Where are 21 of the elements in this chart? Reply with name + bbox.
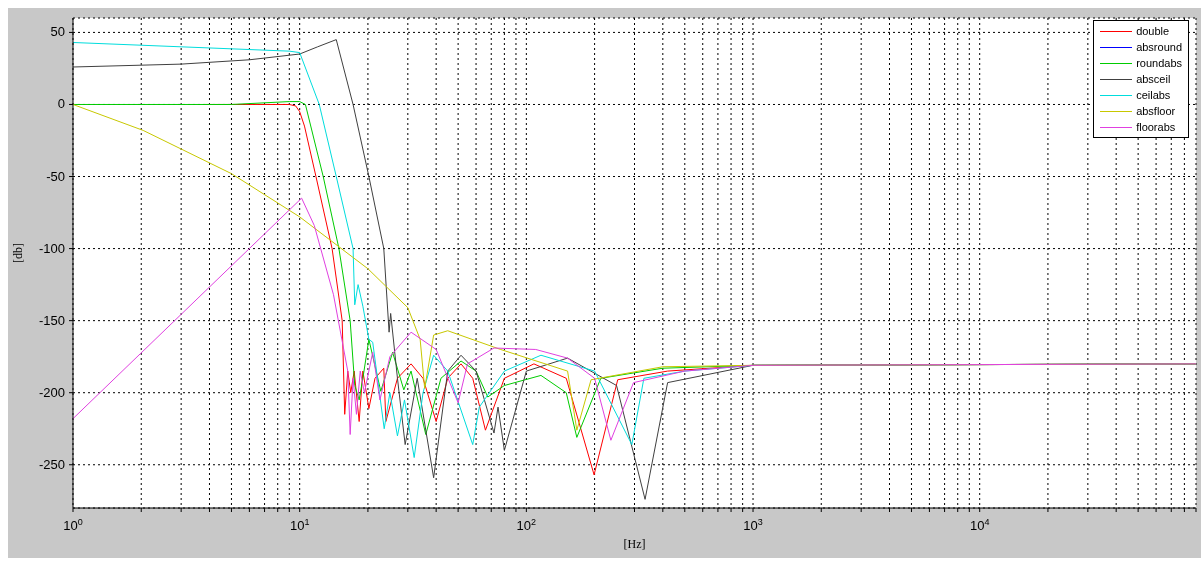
x-tick-label: 10$^{3}$ — [743, 517, 763, 533]
y-tick-label: -200 — [38, 384, 65, 400]
legend-label: roundabs — [1136, 57, 1182, 69]
legend-label: ceilabs — [1136, 89, 1171, 101]
legend-label: floorabs — [1136, 121, 1176, 133]
x-tick-label: 10$^{4}$ — [969, 517, 990, 533]
legend-label: double — [1136, 25, 1170, 37]
x-tick-label: 10$^{0}$ — [63, 517, 83, 533]
y-tick-label: 50 — [50, 24, 65, 40]
y-axis-title: [db] — [11, 243, 26, 263]
y-tick-label: -250 — [38, 456, 65, 472]
x-axis-title: [Hz] — [623, 537, 646, 551]
x-tick-label: 10$^{1}$ — [289, 517, 310, 533]
legend-label: absceil — [1136, 73, 1171, 85]
legend-label: absround — [1136, 41, 1182, 53]
legend-label: absfloor — [1136, 105, 1176, 117]
y-tick-label: -50 — [46, 168, 65, 184]
y-tick-label: 0 — [57, 96, 65, 112]
y-tick-label: -150 — [38, 312, 65, 328]
x-tick-label: 10$^{2}$ — [516, 517, 537, 533]
y-tick-label: -100 — [38, 240, 65, 256]
